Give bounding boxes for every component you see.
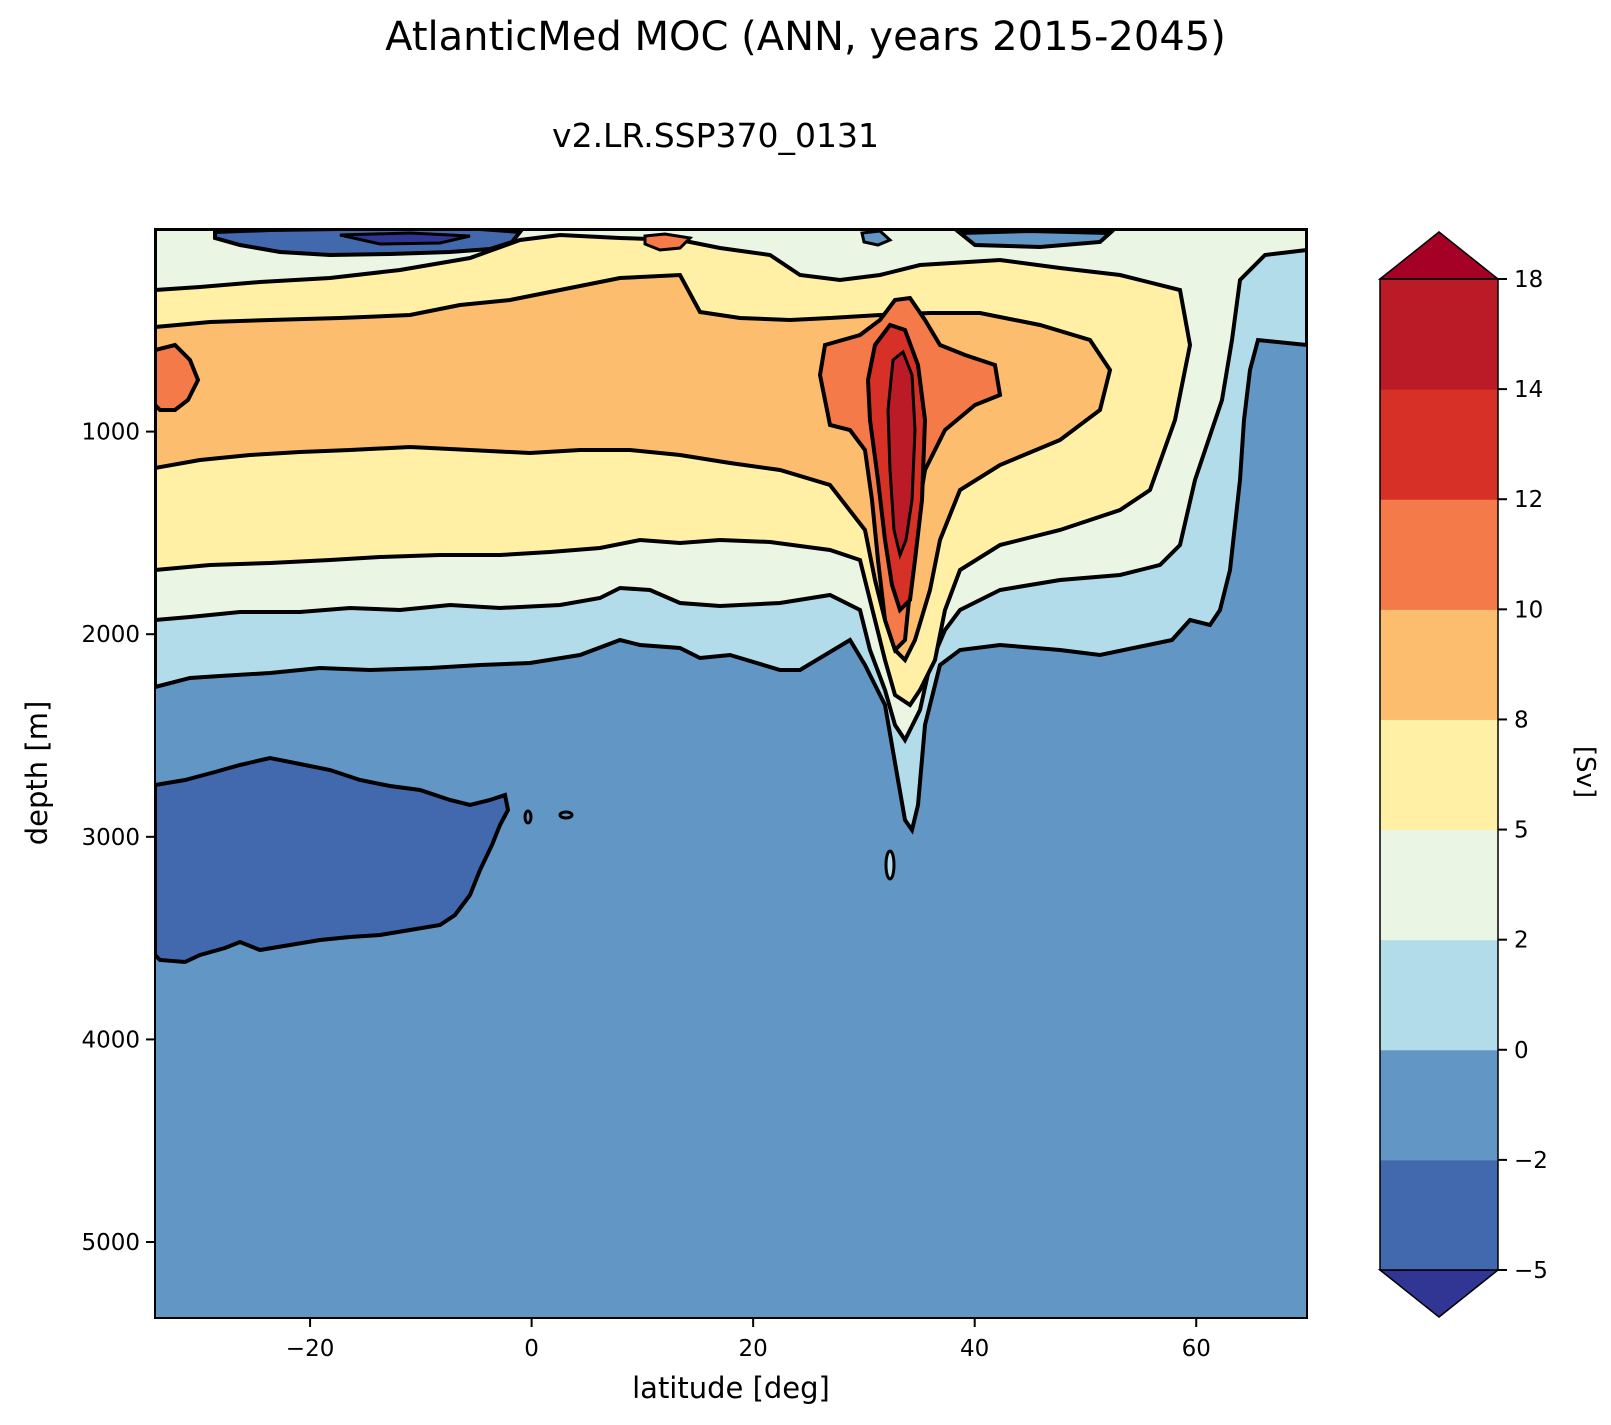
y-tick-label: 1000	[81, 420, 140, 446]
contour-island	[558, 810, 574, 820]
colorbar-tick-label: 5	[1514, 818, 1529, 844]
colorbar-tick-label: 12	[1514, 487, 1543, 513]
colorbar: −5 −2 0 2 5 8 10 12 14 18	[1377, 231, 1548, 1318]
y-tick-label: 4000	[81, 1027, 140, 1053]
x-tick-label: 40	[960, 1336, 989, 1362]
x-tick-label: −20	[286, 1336, 335, 1362]
chart-title: AtlanticMed MOC (ANN, years 2015-2045)	[385, 14, 1226, 60]
colorbar-segment	[1380, 1159, 1498, 1271]
y-axis-label: depth [m]	[20, 701, 54, 846]
colorbar-tick-label: −5	[1514, 1258, 1548, 1284]
colorbar-tick-label: 2	[1514, 928, 1529, 954]
region-fill-surface-negative-east	[954, 229, 1116, 250]
colorbar-label: [Sv]	[1570, 746, 1600, 798]
colorbar-tick-label: 0	[1514, 1038, 1529, 1064]
region-fill-14-18	[886, 349, 917, 560]
x-tick-label: 20	[739, 1336, 768, 1362]
colorbar-under-cap	[1377, 1269, 1501, 1318]
region-fill-surface-negative-mid	[860, 229, 893, 247]
colorbar-over-cap	[1377, 231, 1501, 280]
plot-area	[155, 229, 1307, 1318]
colorbar-tick-label: 14	[1514, 377, 1543, 403]
region-fill-10-12-west	[155, 342, 201, 412]
region-fill-10-12-top	[643, 232, 694, 252]
contour-island	[884, 849, 896, 881]
colorbar-segment	[1380, 829, 1498, 941]
plot-frame	[154, 228, 1308, 1319]
x-tick-label: 0	[524, 1336, 539, 1362]
colorbar-segment	[1380, 279, 1498, 390]
contour-island	[523, 809, 533, 825]
colorbar-segment	[1380, 719, 1498, 831]
chart-subtitle: v2.LR.SSP370_0131	[552, 116, 879, 155]
colorbar-segment	[1380, 1049, 1498, 1161]
region-fill-surface-under	[339, 231, 471, 246]
y-tick-label: 5000	[81, 1230, 140, 1256]
colorbar-tick-label: 10	[1514, 597, 1543, 623]
x-tick-label: 60	[1182, 1336, 1211, 1362]
colorbar-segment	[1380, 499, 1498, 610]
axes: −20 0 20 40 60 1000 2000 3000 4000 5000	[81, 420, 1210, 1362]
colorbar-tick-label: −2	[1514, 1148, 1548, 1174]
colorbar-tick-label: 18	[1514, 267, 1543, 293]
region-fill-deep-negative	[155, 755, 511, 965]
colorbar-frame	[1379, 278, 1499, 1271]
colorbar-segment	[1380, 609, 1498, 720]
colorbar-tick-label: 8	[1514, 707, 1529, 733]
y-tick-label: 3000	[81, 825, 140, 851]
y-tick-label: 2000	[81, 622, 140, 648]
x-axis-label: latitude [deg]	[632, 1371, 830, 1405]
colorbar-segment	[1380, 389, 1498, 500]
colorbar-segment	[1380, 939, 1498, 1051]
